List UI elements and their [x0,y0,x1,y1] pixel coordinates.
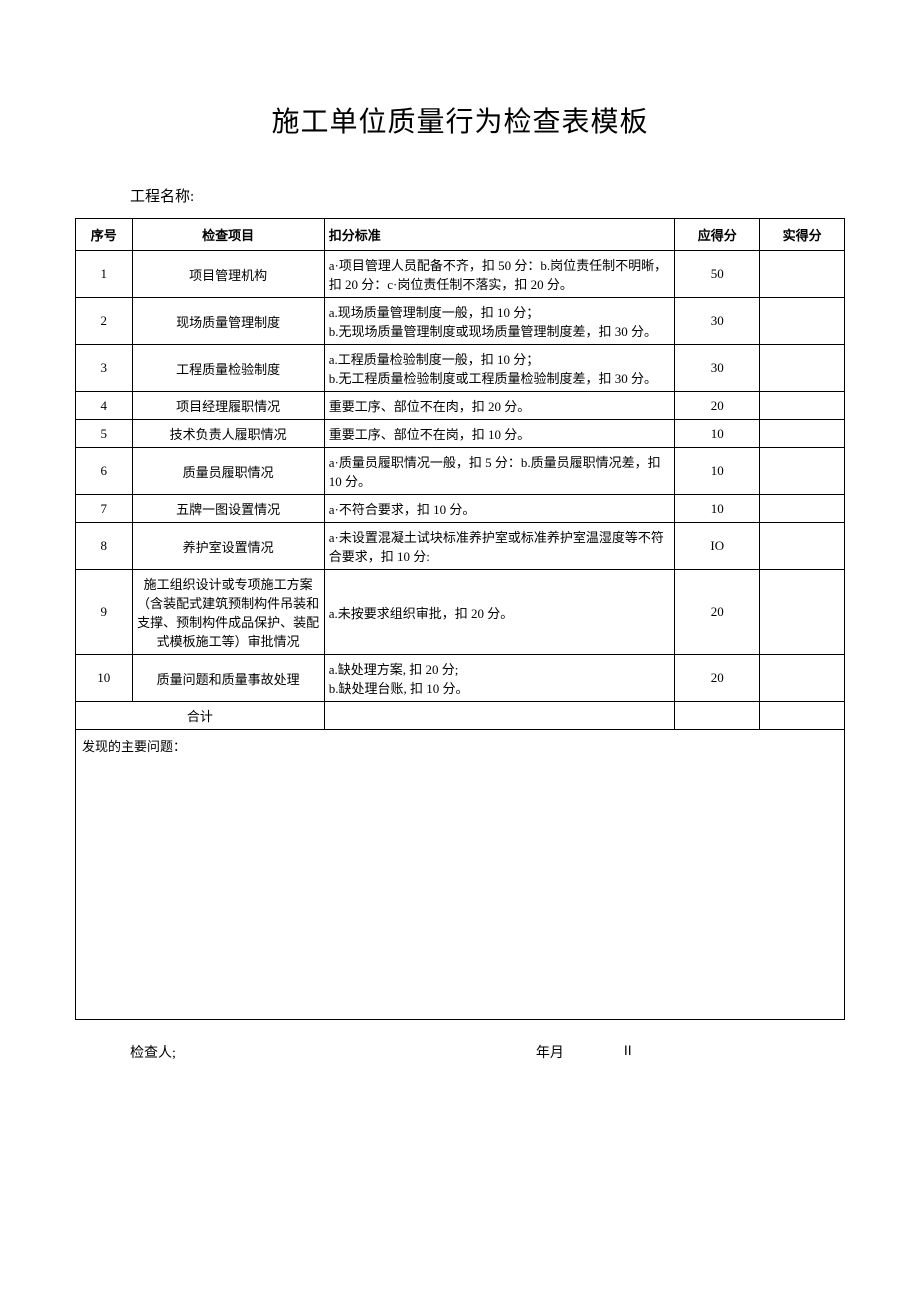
cell-score: IO [675,523,760,570]
cell-item: 施工组织设计或专项施工方案（含装配式建筑预制构件吊装和支撑、预制构件成品保护、装… [132,570,324,655]
issues-cell: 发现的主要问题： [76,730,845,1020]
table-row: 9施工组织设计或专项施工方案（含装配式建筑预制构件吊装和支撑、预制构件成品保护、… [76,570,845,655]
cell-actual [760,570,845,655]
header-score: 应得分 [675,219,760,251]
cell-item: 项目管理机构 [132,251,324,298]
cell-seq: 4 [76,392,133,420]
cell-item: 养护室设置情况 [132,523,324,570]
cell-score: 20 [675,570,760,655]
cell-item: 技术负责人履职情况 [132,420,324,448]
total-row: 合计 [76,702,845,730]
cell-seq: 6 [76,448,133,495]
cell-criteria: a.现场质量管理制度一般，扣 10 分； b.无现场质量管理制度或现场质量管理制… [324,298,675,345]
table-row: 5技术负责人履职情况重要工序、部位不在岗，扣 10 分。10 [76,420,845,448]
header-actual: 实得分 [760,219,845,251]
total-label: 合计 [76,702,325,730]
total-criteria [324,702,675,730]
cell-score: 50 [675,251,760,298]
cell-criteria: a.缺处理方案, 扣 20 分; b.缺处理台账, 扣 10 分。 [324,655,675,702]
cell-item: 质量员履职情况 [132,448,324,495]
page-number: II [624,1042,632,1062]
cell-score: 10 [675,495,760,523]
project-name-label: 工程名称: [130,185,845,206]
cell-score: 10 [675,448,760,495]
table-row: 3工程质量检验制度a.工程质量检验制度一般，扣 10 分； b.无工程质量检验制… [76,345,845,392]
header-criteria: 扣分标准 [324,219,675,251]
cell-criteria: a·未设置混凝土试块标准养护室或标准养护室温湿度等不符合要求，扣 10 分: [324,523,675,570]
footer: 检查人; 年月 II [75,1042,845,1062]
table-row: 6质量员履职情况a·质量员履职情况一般，扣 5 分：b.质量员履职情况差，扣 1… [76,448,845,495]
cell-actual [760,298,845,345]
table-row: 7五牌一图设置情况a·不符合要求，扣 10 分。10 [76,495,845,523]
cell-seq: 1 [76,251,133,298]
cell-score: 30 [675,298,760,345]
cell-actual [760,251,845,298]
table-row: 4项目经理履职情况重要工序、部位不在肉，扣 20 分。20 [76,392,845,420]
cell-criteria: a·不符合要求，扣 10 分。 [324,495,675,523]
cell-criteria: a·项目管理人员配备不齐，扣 50 分：b.岗位责任制不明晰，扣 20 分：c·… [324,251,675,298]
inspection-table: 序号 检查项目 扣分标准 应得分 实得分 1项目管理机构a·项目管理人员配备不齐… [75,218,845,1020]
table-row: 10质量问题和质量事故处理a.缺处理方案, 扣 20 分; b.缺处理台账, 扣… [76,655,845,702]
cell-criteria: 重要工序、部位不在肉，扣 20 分。 [324,392,675,420]
cell-actual [760,495,845,523]
cell-criteria: a.未按要求组织审批，扣 20 分。 [324,570,675,655]
cell-seq: 10 [76,655,133,702]
header-item: 检查项目 [132,219,324,251]
table-header-row: 序号 检查项目 扣分标准 应得分 实得分 [76,219,845,251]
cell-score: 10 [675,420,760,448]
table-row: 8养护室设置情况a·未设置混凝土试块标准养护室或标准养护室温湿度等不符合要求，扣… [76,523,845,570]
cell-criteria: a·质量员履职情况一般，扣 5 分：b.质量员履职情况差，扣 10 分。 [324,448,675,495]
cell-item: 现场质量管理制度 [132,298,324,345]
cell-score: 30 [675,345,760,392]
cell-criteria: a.工程质量检验制度一般，扣 10 分； b.无工程质量检验制度或工程质量检验制… [324,345,675,392]
cell-score: 20 [675,392,760,420]
cell-actual [760,448,845,495]
cell-criteria: 重要工序、部位不在岗，扣 10 分。 [324,420,675,448]
issues-row: 发现的主要问题： [76,730,845,1020]
cell-actual [760,392,845,420]
cell-item: 工程质量检验制度 [132,345,324,392]
cell-item: 五牌一图设置情况 [132,495,324,523]
cell-actual [760,345,845,392]
cell-seq: 7 [76,495,133,523]
cell-item: 项目经理履职情况 [132,392,324,420]
cell-actual [760,523,845,570]
inspector-label: 检查人; [130,1042,176,1062]
date-label: 年月 [536,1042,564,1062]
total-score [675,702,760,730]
header-seq: 序号 [76,219,133,251]
cell-seq: 9 [76,570,133,655]
cell-seq: 2 [76,298,133,345]
document-title: 施工单位质量行为检查表模板 [75,100,845,140]
table-row: 2现场质量管理制度a.现场质量管理制度一般，扣 10 分； b.无现场质量管理制… [76,298,845,345]
cell-actual [760,420,845,448]
cell-actual [760,655,845,702]
total-actual [760,702,845,730]
cell-seq: 8 [76,523,133,570]
cell-item: 质量问题和质量事故处理 [132,655,324,702]
cell-score: 20 [675,655,760,702]
table-row: 1项目管理机构a·项目管理人员配备不齐，扣 50 分：b.岗位责任制不明晰，扣 … [76,251,845,298]
cell-seq: 5 [76,420,133,448]
cell-seq: 3 [76,345,133,392]
